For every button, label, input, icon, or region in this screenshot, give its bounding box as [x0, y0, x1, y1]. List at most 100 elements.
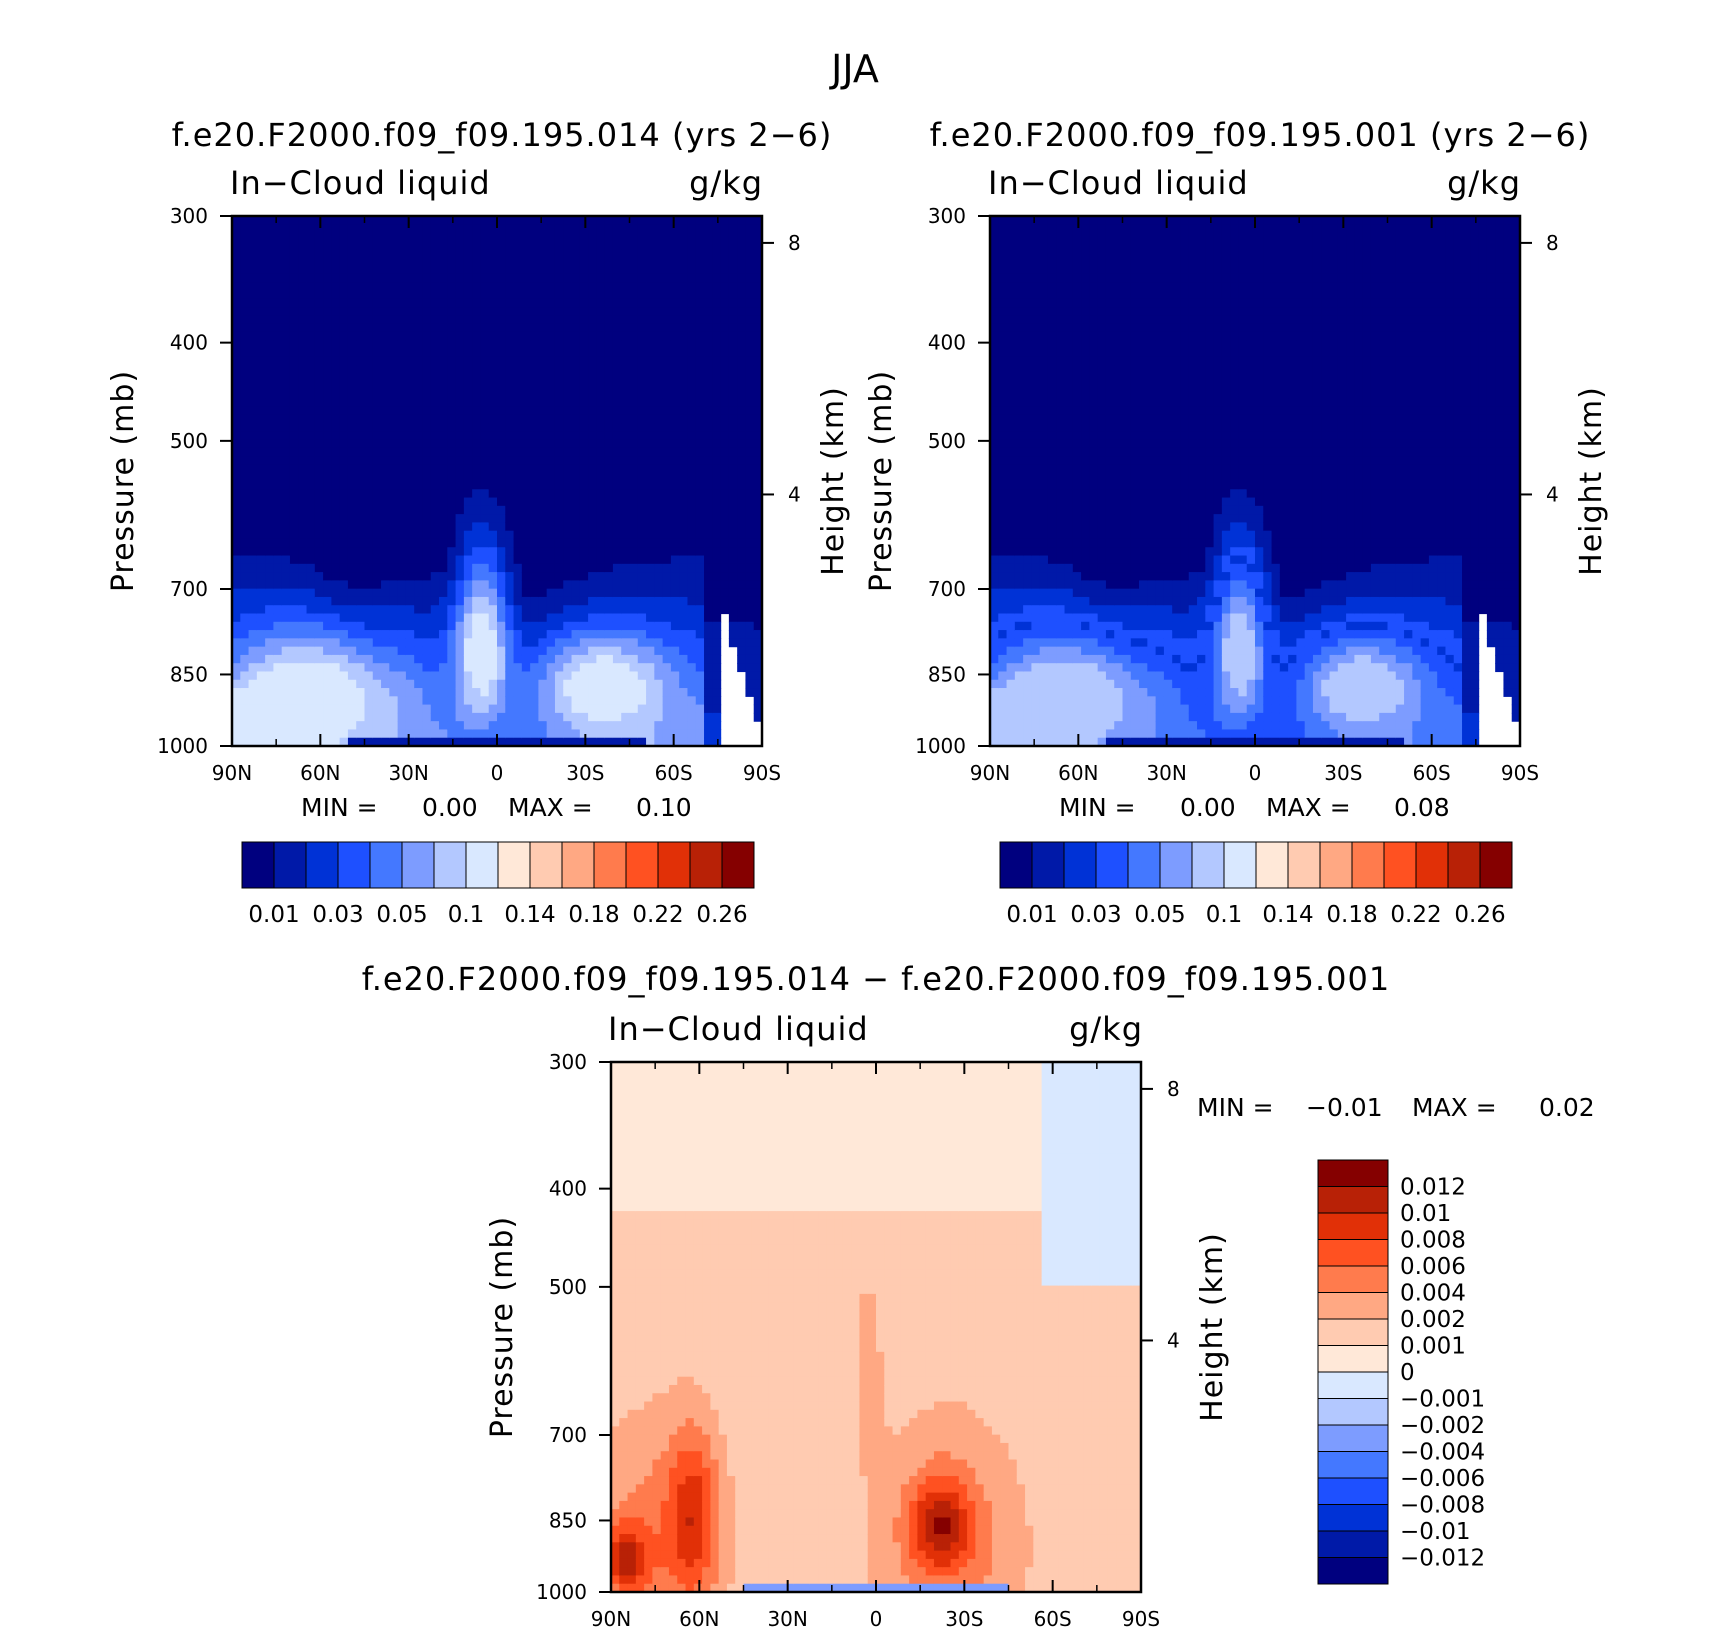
contour-cell [339, 588, 349, 598]
contour-cell [256, 365, 266, 374]
contour-cell [248, 704, 258, 714]
contour-cell [1089, 613, 1099, 623]
contour-cell [256, 555, 266, 565]
contour-cell [405, 522, 415, 532]
contour-cell [298, 737, 308, 747]
contour-cell [737, 232, 747, 242]
contour-cell [339, 323, 349, 333]
contour-cell [571, 671, 581, 681]
contour-cell [314, 638, 324, 648]
contour-cell [339, 712, 349, 722]
contour-cell [737, 530, 747, 540]
contour-cell [455, 605, 465, 615]
contour-cell [356, 621, 366, 631]
contour-cell [472, 232, 482, 242]
contour-cell [1081, 712, 1090, 722]
contour-cell [314, 721, 324, 731]
contour-cell [505, 340, 515, 350]
contour-cell [356, 555, 366, 565]
contour-cell [298, 290, 308, 300]
contour-cell [1047, 315, 1057, 325]
contour-cell [546, 431, 556, 441]
contour-cell [480, 447, 490, 457]
contour-cell [422, 563, 432, 573]
contour-cell [712, 373, 722, 383]
contour-cell [629, 282, 639, 292]
contour-cell [306, 216, 316, 225]
contour-cell [753, 489, 763, 499]
contour-cell [414, 464, 424, 474]
contour-cell [530, 721, 540, 731]
contour-cell [704, 580, 713, 590]
contour-cell [488, 439, 498, 449]
contour-cell [521, 406, 531, 416]
contour-cell [753, 505, 763, 515]
contour-cell [654, 381, 664, 391]
contour-cell [430, 340, 440, 350]
contour-cell [588, 555, 597, 565]
contour-cell [389, 654, 399, 664]
contour-cell [480, 729, 490, 739]
contour-cell [646, 423, 655, 432]
contour-cell [554, 481, 564, 490]
contour-cell [1056, 605, 1066, 615]
contour-cell [679, 265, 689, 275]
contour-cell [1014, 563, 1024, 573]
contour-cell [588, 514, 597, 524]
contour-cell [712, 630, 722, 639]
contour-cell [563, 406, 573, 416]
contour-cell [323, 489, 332, 499]
contour-cell [720, 240, 730, 250]
contour-cell [612, 381, 622, 391]
contour-cell [621, 481, 631, 490]
contour-cell [1014, 712, 1024, 722]
contour-cell [281, 340, 291, 350]
contour-cell [554, 224, 564, 234]
contour-cell [289, 638, 299, 648]
contour-cell [389, 737, 399, 747]
contour-cell [612, 712, 622, 722]
contour-cell [505, 638, 515, 648]
contour-cell [281, 298, 291, 308]
contour-cell [488, 423, 498, 432]
contour-cell [455, 555, 465, 565]
contour-cell [372, 522, 382, 532]
contour-cell [530, 323, 540, 333]
contour-cell [998, 356, 1008, 366]
contour-cell [637, 671, 647, 681]
contour-cell [463, 232, 473, 242]
contour-cell [389, 331, 399, 341]
contour-cell [240, 414, 250, 424]
contour-cell [662, 315, 672, 325]
contour-cell [414, 431, 424, 441]
contour-cell [389, 348, 399, 358]
contour-cell [1064, 472, 1074, 482]
contour-cell [298, 596, 308, 606]
contour-cell [687, 265, 697, 275]
contour-cell [1014, 663, 1024, 673]
contour-cell [240, 621, 250, 631]
contour-cell [339, 249, 349, 259]
contour-cell [1014, 373, 1024, 383]
contour-cell [472, 464, 482, 474]
contour-cell [530, 522, 540, 532]
contour-cell [480, 464, 490, 474]
contour-cell [588, 712, 597, 722]
contour-cell [298, 588, 308, 598]
contour-cell [397, 447, 407, 457]
contour-cell [687, 298, 697, 308]
contour-cell [232, 654, 241, 664]
contour-cell [356, 398, 366, 408]
contour-cell [720, 447, 730, 457]
contour-cell [646, 737, 655, 747]
contour-cell [1023, 240, 1033, 250]
contour-cell [248, 414, 258, 424]
contour-cell [662, 472, 672, 482]
contour-cell [265, 431, 275, 441]
contour-cell [563, 389, 573, 399]
contour-cell [596, 481, 606, 490]
contour-cell [331, 621, 341, 631]
contour-cell [728, 240, 738, 250]
contour-cell [505, 356, 515, 366]
contour-cell [248, 464, 258, 474]
